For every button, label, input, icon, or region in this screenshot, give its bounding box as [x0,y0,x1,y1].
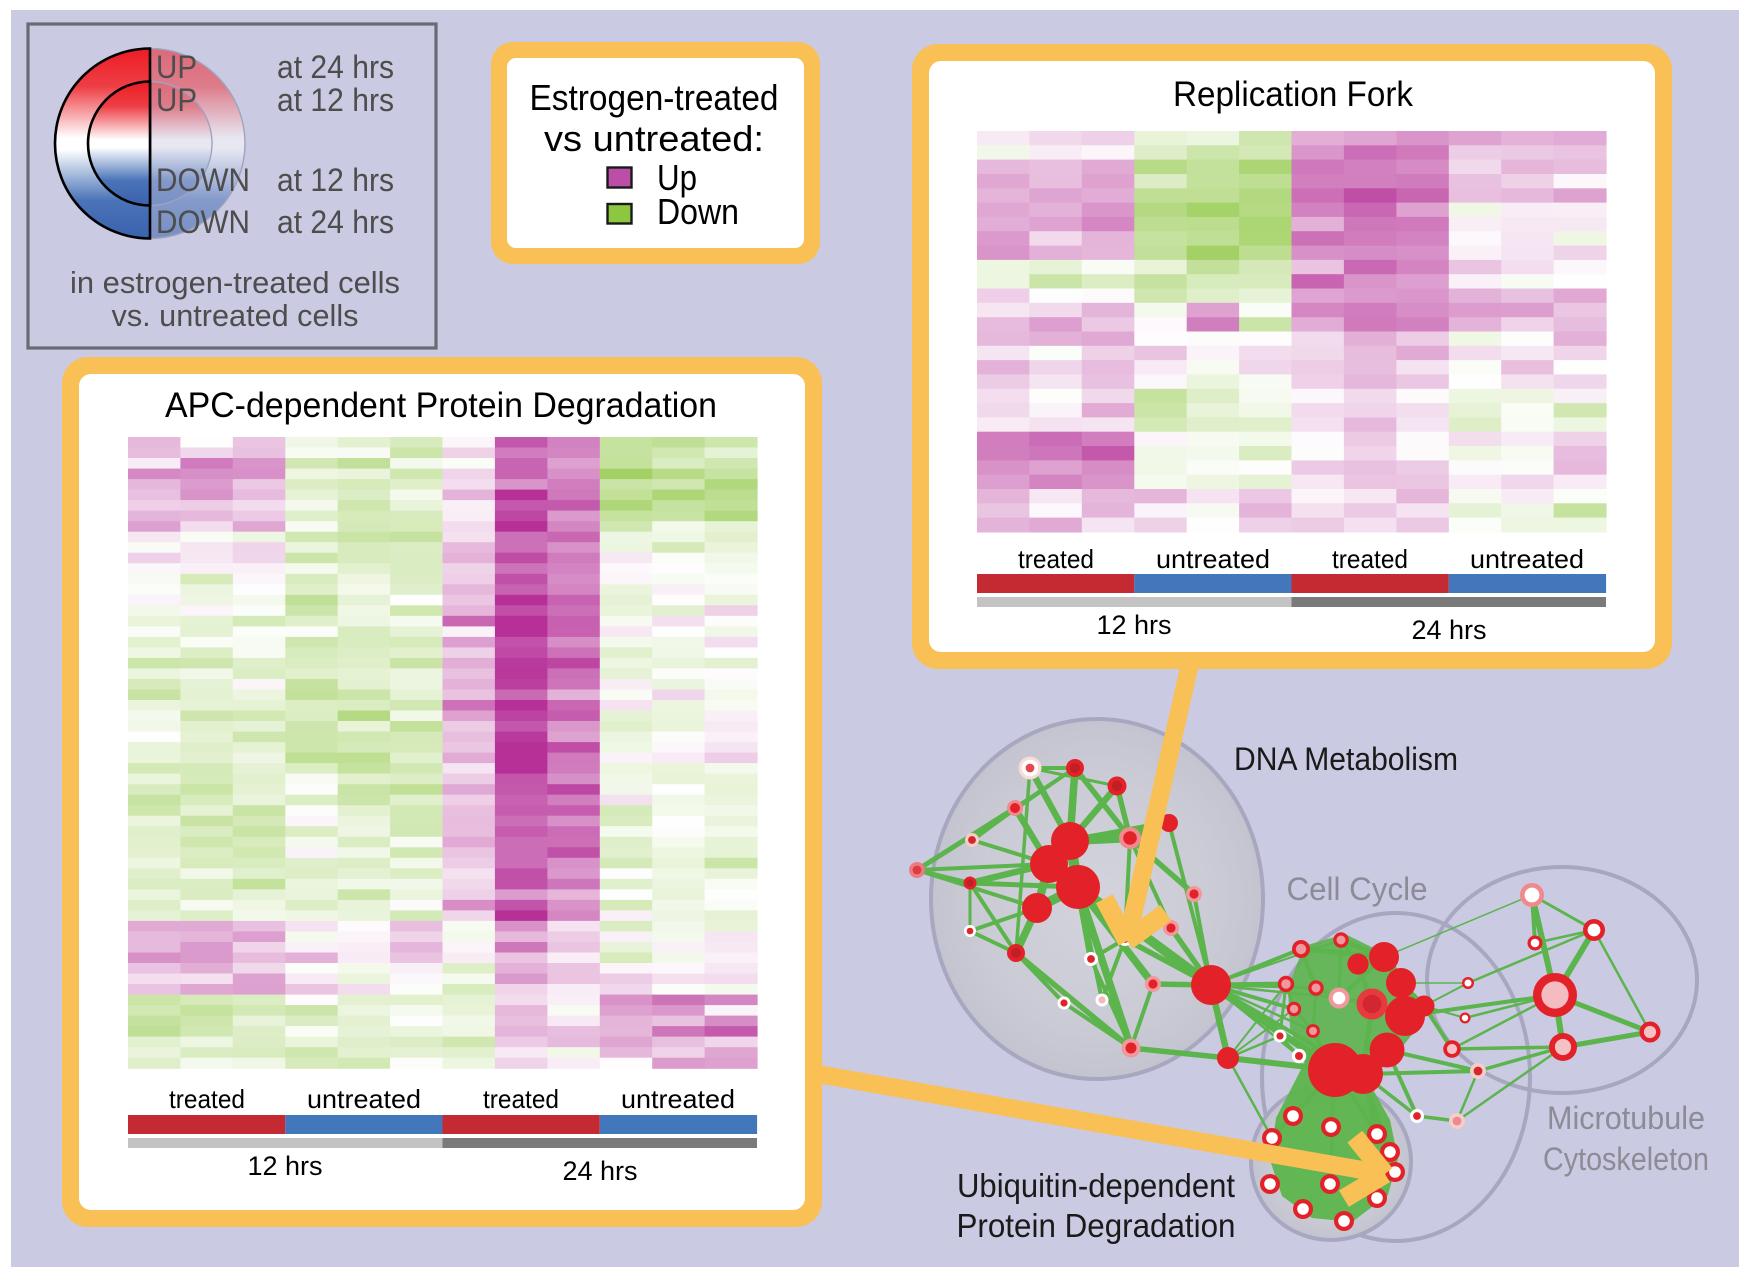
svg-text:UP: UP [156,82,197,118]
svg-text:untreated: untreated [307,1084,421,1114]
svg-text:untreated: untreated [1156,544,1270,574]
svg-text:DOWN: DOWN [156,162,250,198]
svg-text:at 12 hrs: at 12 hrs [277,82,394,118]
svg-text:treated: treated [483,1084,559,1114]
svg-text:at 24 hrs: at 24 hrs [277,204,394,240]
svg-text:12 hrs: 12 hrs [1096,610,1171,640]
svg-text:Cytoskeleton: Cytoskeleton [1543,1141,1709,1177]
svg-text:Microtubule: Microtubule [1547,1100,1705,1136]
svg-text:DNA Metabolism: DNA Metabolism [1234,741,1458,777]
svg-text:24 hrs: 24 hrs [562,1156,637,1186]
svg-text:Replication Fork: Replication Fork [1173,75,1413,114]
svg-text:Up: Up [657,157,697,198]
svg-text:untreated: untreated [1470,544,1584,574]
svg-text:at 24 hrs: at 24 hrs [277,49,394,85]
svg-text:treated: treated [169,1084,245,1114]
svg-text:treated: treated [1332,544,1408,574]
svg-text:untreated: untreated [621,1084,735,1114]
svg-text:APC-dependent Protein Degradat: APC-dependent Protein Degradation [165,386,717,425]
svg-text:Estrogen-treated: Estrogen-treated [530,77,779,118]
svg-text:24 hrs: 24 hrs [1411,615,1486,645]
svg-text:12 hrs: 12 hrs [247,1151,322,1181]
svg-text:treated: treated [1018,544,1094,574]
svg-text:vs. untreated cells: vs. untreated cells [112,298,359,333]
svg-text:Ubiquitin-dependent: Ubiquitin-dependent [957,1167,1235,1204]
svg-text:in estrogen-treated cells: in estrogen-treated cells [70,265,400,300]
svg-text:vs untreated:: vs untreated: [544,118,764,159]
svg-text:Cell Cycle: Cell Cycle [1287,871,1428,907]
svg-text:Protein Degradation: Protein Degradation [957,1207,1236,1244]
svg-text:at 12 hrs: at 12 hrs [277,162,394,198]
svg-text:UP: UP [156,49,197,85]
svg-text:DOWN: DOWN [156,204,250,240]
svg-text:Down: Down [657,191,739,232]
